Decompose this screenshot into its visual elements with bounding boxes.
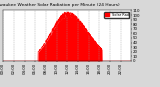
Text: Milwaukee Weather Solar Radiation per Minute (24 Hours): Milwaukee Weather Solar Radiation per Mi…: [0, 3, 119, 7]
Legend: Solar Rad: Solar Rad: [104, 12, 129, 18]
